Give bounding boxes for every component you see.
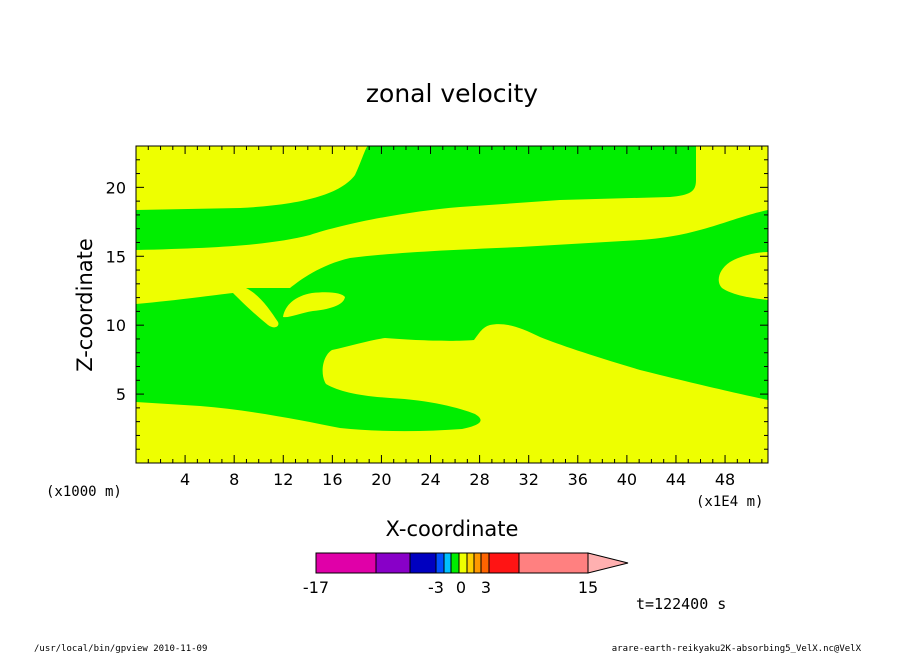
colorbar-label: 15 xyxy=(578,578,598,597)
x-tick-label: 4 xyxy=(180,470,190,489)
y-tick-label: 20 xyxy=(106,178,126,197)
colorbar-bin xyxy=(443,552,452,574)
x-tick-label: 44 xyxy=(666,470,686,489)
x-tick-label: 36 xyxy=(568,470,588,489)
x-tick-label: 12 xyxy=(273,470,293,489)
colorbar-bin xyxy=(480,552,490,574)
chart-title: zonal velocity xyxy=(366,79,538,108)
colorbar-bin xyxy=(315,552,377,574)
x-tick-label: 32 xyxy=(519,470,539,489)
colorbar-label: 0 xyxy=(456,578,466,597)
y-unit-note: (x1000 m) xyxy=(46,484,122,500)
contour-island-right-edge xyxy=(718,252,768,300)
colorbar-bin xyxy=(488,552,520,574)
colorbar-arrow xyxy=(587,552,629,574)
x-tick-label: 20 xyxy=(371,470,391,489)
x-tick-label: 24 xyxy=(420,470,440,489)
colorbar-bin xyxy=(435,552,445,574)
footer-left: /usr/local/bin/gpview 2010-11-09 xyxy=(34,644,207,654)
x-tick-label: 8 xyxy=(229,470,239,489)
colorbar-bin xyxy=(458,552,468,574)
colorbar: -17 -3 0 3 15 xyxy=(303,552,629,597)
y-tick-label: 15 xyxy=(106,247,126,266)
colorbar-bin xyxy=(409,552,437,574)
time-label: t=122400 s xyxy=(636,595,726,613)
colorbar-bin xyxy=(518,552,589,574)
contour-field xyxy=(136,146,768,463)
colorbar-label: -3 xyxy=(428,578,444,597)
y-tick-label: 10 xyxy=(106,316,126,335)
contour-region-top-right xyxy=(136,146,696,250)
x-tick-label: 16 xyxy=(322,470,342,489)
colorbar-label: -17 xyxy=(303,578,329,597)
x-tick-label: 28 xyxy=(469,470,489,489)
colorbar-bin xyxy=(466,552,475,574)
x-tick-label: 48 xyxy=(715,470,735,489)
contour-region-middle xyxy=(136,210,768,432)
colorbar-bin xyxy=(375,552,411,574)
y-axis-label: Z-coordinate xyxy=(73,238,97,372)
colorbar-label: 3 xyxy=(481,578,491,597)
colorbar-bin xyxy=(450,552,460,574)
x-axis-label: X-coordinate xyxy=(386,517,519,541)
colorbar-bin xyxy=(473,552,482,574)
footer-right: arare-earth-reikyaku2K-absorbing5_VelX.n… xyxy=(612,644,862,654)
plot-frame xyxy=(135,145,769,464)
y-tick-label: 5 xyxy=(116,385,126,404)
x-unit-note: (x1E4 m) xyxy=(696,494,763,510)
x-tick-label: 40 xyxy=(617,470,637,489)
contour-island-left xyxy=(283,292,345,318)
